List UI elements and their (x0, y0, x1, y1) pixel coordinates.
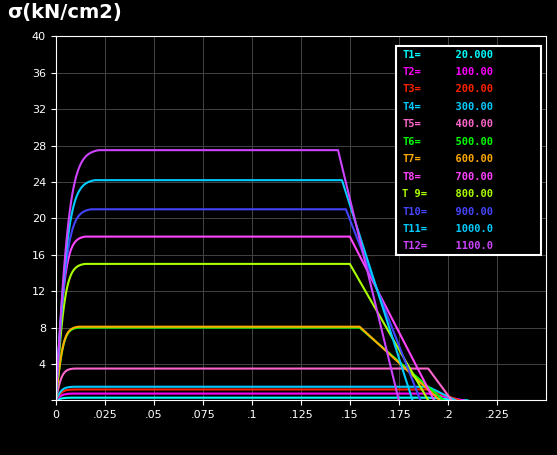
Text: T5=: T5= (402, 119, 421, 129)
Text: 200.00: 200.00 (443, 85, 493, 95)
Text: σ(kN/cm2): σ(kN/cm2) (7, 3, 121, 22)
Text: T7=: T7= (402, 154, 421, 164)
Text: T12=: T12= (402, 242, 427, 252)
Text: T8=: T8= (402, 172, 421, 182)
Text: 900.00: 900.00 (443, 207, 493, 217)
Text: 300.00: 300.00 (443, 102, 493, 112)
Text: T 9=: T 9= (402, 189, 427, 199)
Text: 1000.0: 1000.0 (443, 224, 493, 234)
Text: T10=: T10= (402, 207, 427, 217)
Text: 800.00: 800.00 (443, 189, 493, 199)
Text: T3=: T3= (402, 85, 421, 95)
Text: 400.00: 400.00 (443, 119, 493, 129)
Text: 700.00: 700.00 (443, 172, 493, 182)
Text: 1100.0: 1100.0 (443, 242, 493, 252)
Text: T1=: T1= (402, 50, 421, 60)
Text: 20.000: 20.000 (443, 50, 493, 60)
Text: T2=: T2= (402, 67, 421, 77)
Bar (397, 46, 541, 255)
Text: 100.00: 100.00 (443, 67, 493, 77)
Text: 500.00: 500.00 (443, 137, 493, 147)
Text: 600.00: 600.00 (443, 154, 493, 164)
Text: T6=: T6= (402, 137, 421, 147)
Text: T11=: T11= (402, 224, 427, 234)
Text: T4=: T4= (402, 102, 421, 112)
